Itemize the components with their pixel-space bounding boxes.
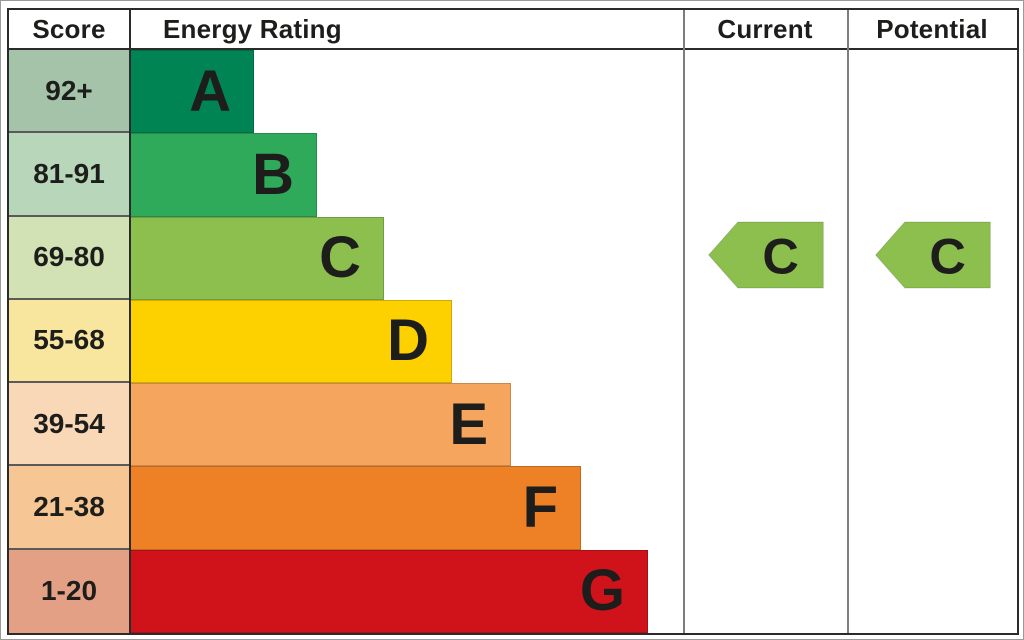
rating-row-d: 55-68 D [9, 299, 1017, 384]
score-band-c: 69-80 [9, 216, 129, 300]
potential-grade-label: C [929, 227, 965, 284]
grade-letter: C [319, 225, 361, 291]
score-range-label: 1-20 [40, 575, 98, 607]
left-arrow-icon [708, 221, 824, 289]
rating-bar-d: D [129, 299, 452, 384]
divider-current-column [683, 10, 685, 633]
grade-letter: G [579, 558, 625, 624]
score-band-d: 55-68 [9, 299, 129, 384]
rating-bar-c: C [129, 216, 384, 300]
rating-bar-g: G [129, 549, 648, 633]
grade-letter: F [522, 475, 558, 541]
header-current: Current [717, 13, 813, 44]
rating-bar-e: E [129, 383, 511, 467]
grade-letter: D [387, 308, 429, 374]
rating-bar-a: A [129, 50, 254, 134]
score-band-a: 92+ [9, 50, 129, 134]
grade-letter: E [449, 391, 488, 457]
score-band-g: 1-20 [9, 549, 129, 633]
score-range-label: 21-38 [33, 491, 105, 523]
score-band-b: 81-91 [9, 133, 129, 217]
divider-score-column [129, 10, 131, 633]
divider-potential-column [847, 10, 849, 633]
current-rating-arrow: C [708, 221, 824, 289]
rating-row-c: 69-80 C [9, 216, 1017, 300]
header-energy-rating: Energy Rating [163, 13, 342, 44]
rating-row-f: 21-38 F [9, 466, 1017, 550]
header-score: Score [32, 13, 106, 44]
score-range-label: 69-80 [33, 241, 105, 273]
rating-row-g: 1-20 G [9, 549, 1017, 633]
chart-frame: Score Energy Rating Current Potential 92… [7, 8, 1019, 635]
rating-row-a: 92+ A [9, 50, 1017, 134]
grade-letter: A [189, 58, 231, 124]
rating-bar-b: B [129, 133, 317, 217]
score-range-label: 81-91 [33, 157, 105, 189]
score-range-label: 39-54 [33, 407, 105, 439]
header-potential: Potential [876, 13, 988, 44]
score-band-e: 39-54 [9, 383, 129, 467]
rating-row-b: 81-91 B [9, 133, 1017, 217]
grade-letter: B [252, 141, 294, 207]
left-arrow-icon [875, 221, 991, 289]
header-row: Score Energy Rating Current Potential [9, 10, 1017, 50]
score-band-f: 21-38 [9, 466, 129, 550]
rating-bands: 92+ A 81-91 B 69-80 C [9, 50, 1017, 633]
score-range-label: 55-68 [33, 324, 105, 356]
potential-rating-arrow: C [875, 221, 991, 289]
current-grade-label: C [762, 227, 798, 284]
score-range-label: 92+ [45, 74, 93, 106]
rating-bar-f: F [129, 466, 581, 550]
rating-row-e: 39-54 E [9, 383, 1017, 467]
